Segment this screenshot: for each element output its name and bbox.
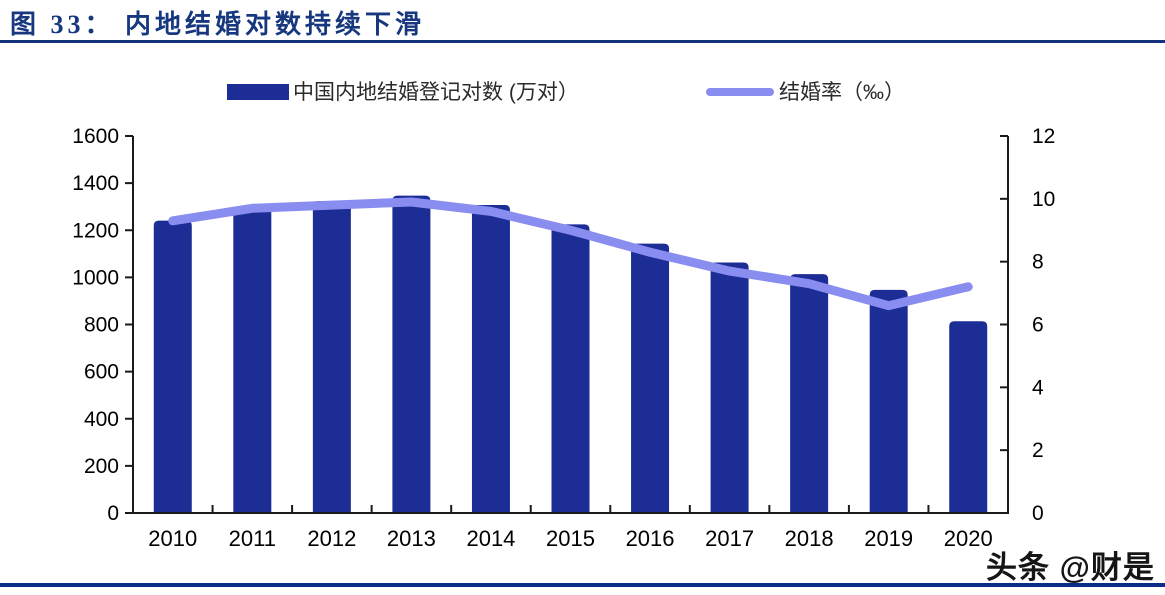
left-axis-label: 0 [107, 502, 119, 525]
marriage-rate-line [168, 197, 973, 311]
left-axis-label: 200 [84, 455, 119, 478]
x-axis-label: 2015 [546, 526, 595, 551]
right-axis-label: 2 [1032, 439, 1044, 462]
legend-line-label: 结婚率（‰） [779, 81, 905, 104]
legend-bar-swatch [227, 84, 289, 100]
right-axis-label: 8 [1032, 251, 1044, 274]
x-axis-label: 2018 [785, 526, 834, 551]
x-axis-label: 2020 [944, 526, 993, 551]
x-axis-label: 2016 [626, 526, 675, 551]
x-axis-label: 2010 [148, 526, 197, 551]
x-axis-label: 2019 [864, 526, 913, 551]
left-axis-label: 1200 [72, 219, 119, 242]
x-axis-label: 2012 [307, 526, 356, 551]
left-axis-label: 800 [84, 314, 119, 337]
bar-2020 [949, 321, 988, 513]
legend-line-swatch [706, 88, 774, 96]
bar-2019 [869, 289, 908, 513]
bar-2017 [710, 262, 749, 513]
bar-2012 [312, 201, 351, 513]
legend-bar-label: 中国内地结婚登记对数 (万对） [293, 81, 579, 104]
title-divider [0, 40, 1165, 43]
bar-2014 [471, 205, 510, 513]
left-axis-label: 1600 [72, 125, 119, 148]
watermark: 头条 @财是 [986, 550, 1155, 585]
right-axis-label: 10 [1032, 188, 1055, 211]
left-axis-label: 1400 [72, 172, 119, 195]
right-axis-label: 4 [1032, 376, 1044, 399]
x-axis-label: 2011 [229, 526, 276, 551]
left-axis-label: 1000 [72, 266, 119, 289]
x-axis-label: 2017 [705, 526, 754, 551]
right-axis-label: 0 [1032, 502, 1044, 525]
bar-2016 [631, 243, 670, 514]
x-axis-label: 2014 [466, 526, 515, 551]
left-axis-label: 400 [84, 408, 119, 431]
bar-2018 [790, 274, 829, 513]
right-axis-label: 12 [1032, 125, 1055, 148]
bar-2013 [392, 195, 431, 513]
bar-2011 [233, 206, 272, 513]
x-axis-label: 2013 [387, 526, 436, 551]
bar-2010 [153, 220, 192, 514]
figure-title: 图 33： 内地结婚对数持续下滑 [10, 10, 426, 39]
bottom-divider [0, 583, 1165, 587]
left-axis-label: 600 [84, 361, 119, 384]
right-axis-label: 6 [1032, 314, 1044, 337]
bar-2015 [551, 224, 590, 513]
